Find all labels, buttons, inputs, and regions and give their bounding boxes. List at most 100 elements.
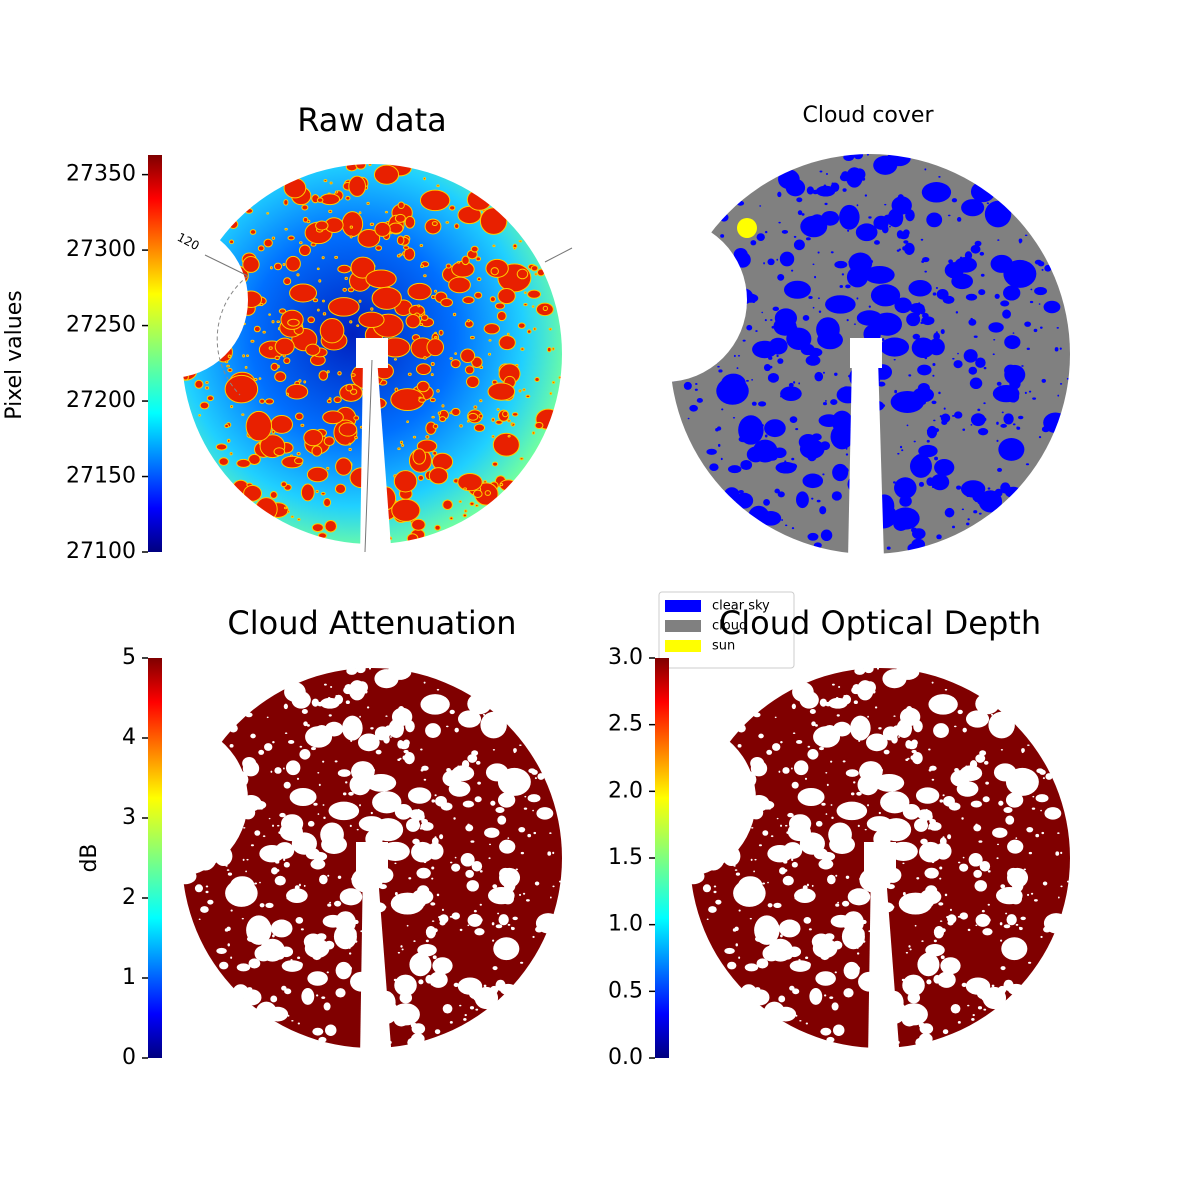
sky-blob: [967, 518, 970, 521]
sky-blob: [236, 458, 251, 468]
sky-blob: [831, 1002, 839, 1011]
sky-blob: [750, 760, 768, 777]
sky-blob: [220, 345, 223, 349]
sky-blob: [322, 312, 327, 316]
sky-blob: [749, 917, 752, 920]
sky-blob: [926, 901, 934, 907]
sky-blob: [536, 268, 546, 277]
sky-blob: [370, 307, 374, 311]
sky-blob: [979, 251, 985, 256]
sky-blob: [262, 835, 266, 838]
sky-blob: [687, 258, 705, 276]
sky-blob: [394, 213, 406, 223]
sky-blob: [1025, 463, 1030, 466]
sky-blob: [750, 240, 757, 246]
sky-blob: [218, 457, 229, 466]
sky-blob: [781, 519, 783, 522]
sky-blob: [984, 200, 1012, 228]
sky-blob: [323, 816, 326, 820]
sky-blob: [932, 374, 935, 377]
sky-blob: [999, 922, 1003, 926]
sky-blob: [899, 445, 903, 449]
sky-blob: [983, 366, 987, 370]
sky-blob: [310, 858, 326, 870]
sky-blob: [938, 176, 941, 178]
sky-blob: [320, 491, 326, 496]
sky-blob: [973, 510, 978, 514]
sky-blob: [344, 276, 348, 281]
sky-blob: [926, 439, 930, 443]
sky-blob: [387, 1040, 392, 1045]
sky-blob: [791, 767, 793, 770]
sky-blob: [959, 256, 963, 259]
sky-blob: [430, 361, 435, 366]
sky-blob: [850, 715, 871, 741]
sky-blob: [245, 712, 253, 718]
sky-blob: [1024, 234, 1028, 237]
sky-blob: [881, 973, 884, 976]
sky-blob: [782, 767, 790, 774]
sky-blob: [732, 928, 737, 932]
sky-blob: [280, 481, 288, 488]
sky-blob: [843, 695, 846, 698]
sky-blob: [368, 476, 372, 480]
sky-blob: [864, 265, 895, 284]
sky-blob: [818, 858, 834, 870]
sky-blob: [972, 1013, 975, 1017]
sky-blob: [259, 302, 264, 307]
sky-blob: [965, 765, 968, 768]
sky-blob: [354, 435, 358, 440]
sky-blob: [290, 515, 295, 519]
sky-blob: [956, 216, 962, 222]
sky-blob: [858, 893, 865, 899]
sky-blob: [412, 952, 426, 969]
sky-blob: [283, 781, 291, 789]
sky-blob: [862, 530, 877, 542]
sky-blob: [770, 319, 773, 321]
sky-blob: [320, 822, 344, 847]
sky-blob: [301, 709, 308, 714]
sky-blob: [872, 457, 876, 460]
sky-blob: [425, 939, 429, 943]
sky-blob: [973, 824, 982, 832]
sky-blob: [868, 359, 872, 362]
sky-blob: [990, 713, 994, 716]
sky-blob: [696, 398, 703, 403]
sky-blob: [373, 383, 378, 387]
sky-blob: [227, 368, 233, 373]
colorbar-tick-label: 27250: [66, 313, 136, 338]
sky-blob: [938, 391, 941, 395]
sky-blob: [735, 943, 738, 947]
sky-blob: [384, 210, 389, 214]
sky-blob: [475, 1008, 479, 1011]
sky-blob: [792, 732, 796, 735]
sky-blob: [323, 683, 327, 686]
sky-blob: [315, 220, 329, 231]
sky-blob: [949, 908, 952, 912]
sky-blob: [734, 321, 737, 324]
sky-blob: [819, 949, 830, 961]
sky-blob: [807, 532, 819, 541]
sky-blob: [957, 1020, 961, 1024]
sky-blob: [823, 725, 837, 735]
sky-blob: [269, 266, 273, 270]
sky-blob: [295, 917, 304, 924]
sky-blob: [950, 1003, 961, 1014]
sky-blob: [802, 473, 824, 489]
sky-blob: [811, 884, 814, 887]
sky-blob: [245, 354, 250, 357]
sky-blob: [924, 270, 927, 273]
sky-blob: [350, 729, 353, 733]
sky-blob: [397, 447, 401, 451]
sky-blob: [893, 358, 896, 361]
sky-blob: [438, 416, 447, 423]
sky-blob: [233, 827, 236, 830]
sky-blob: [301, 988, 315, 1005]
sky-blob: [873, 943, 876, 946]
sky-blob: [1027, 893, 1030, 897]
sky-blob: [406, 420, 410, 424]
sky-blob: [792, 988, 800, 995]
sky-blob: [1001, 937, 1028, 961]
sky-blob: [375, 486, 397, 511]
